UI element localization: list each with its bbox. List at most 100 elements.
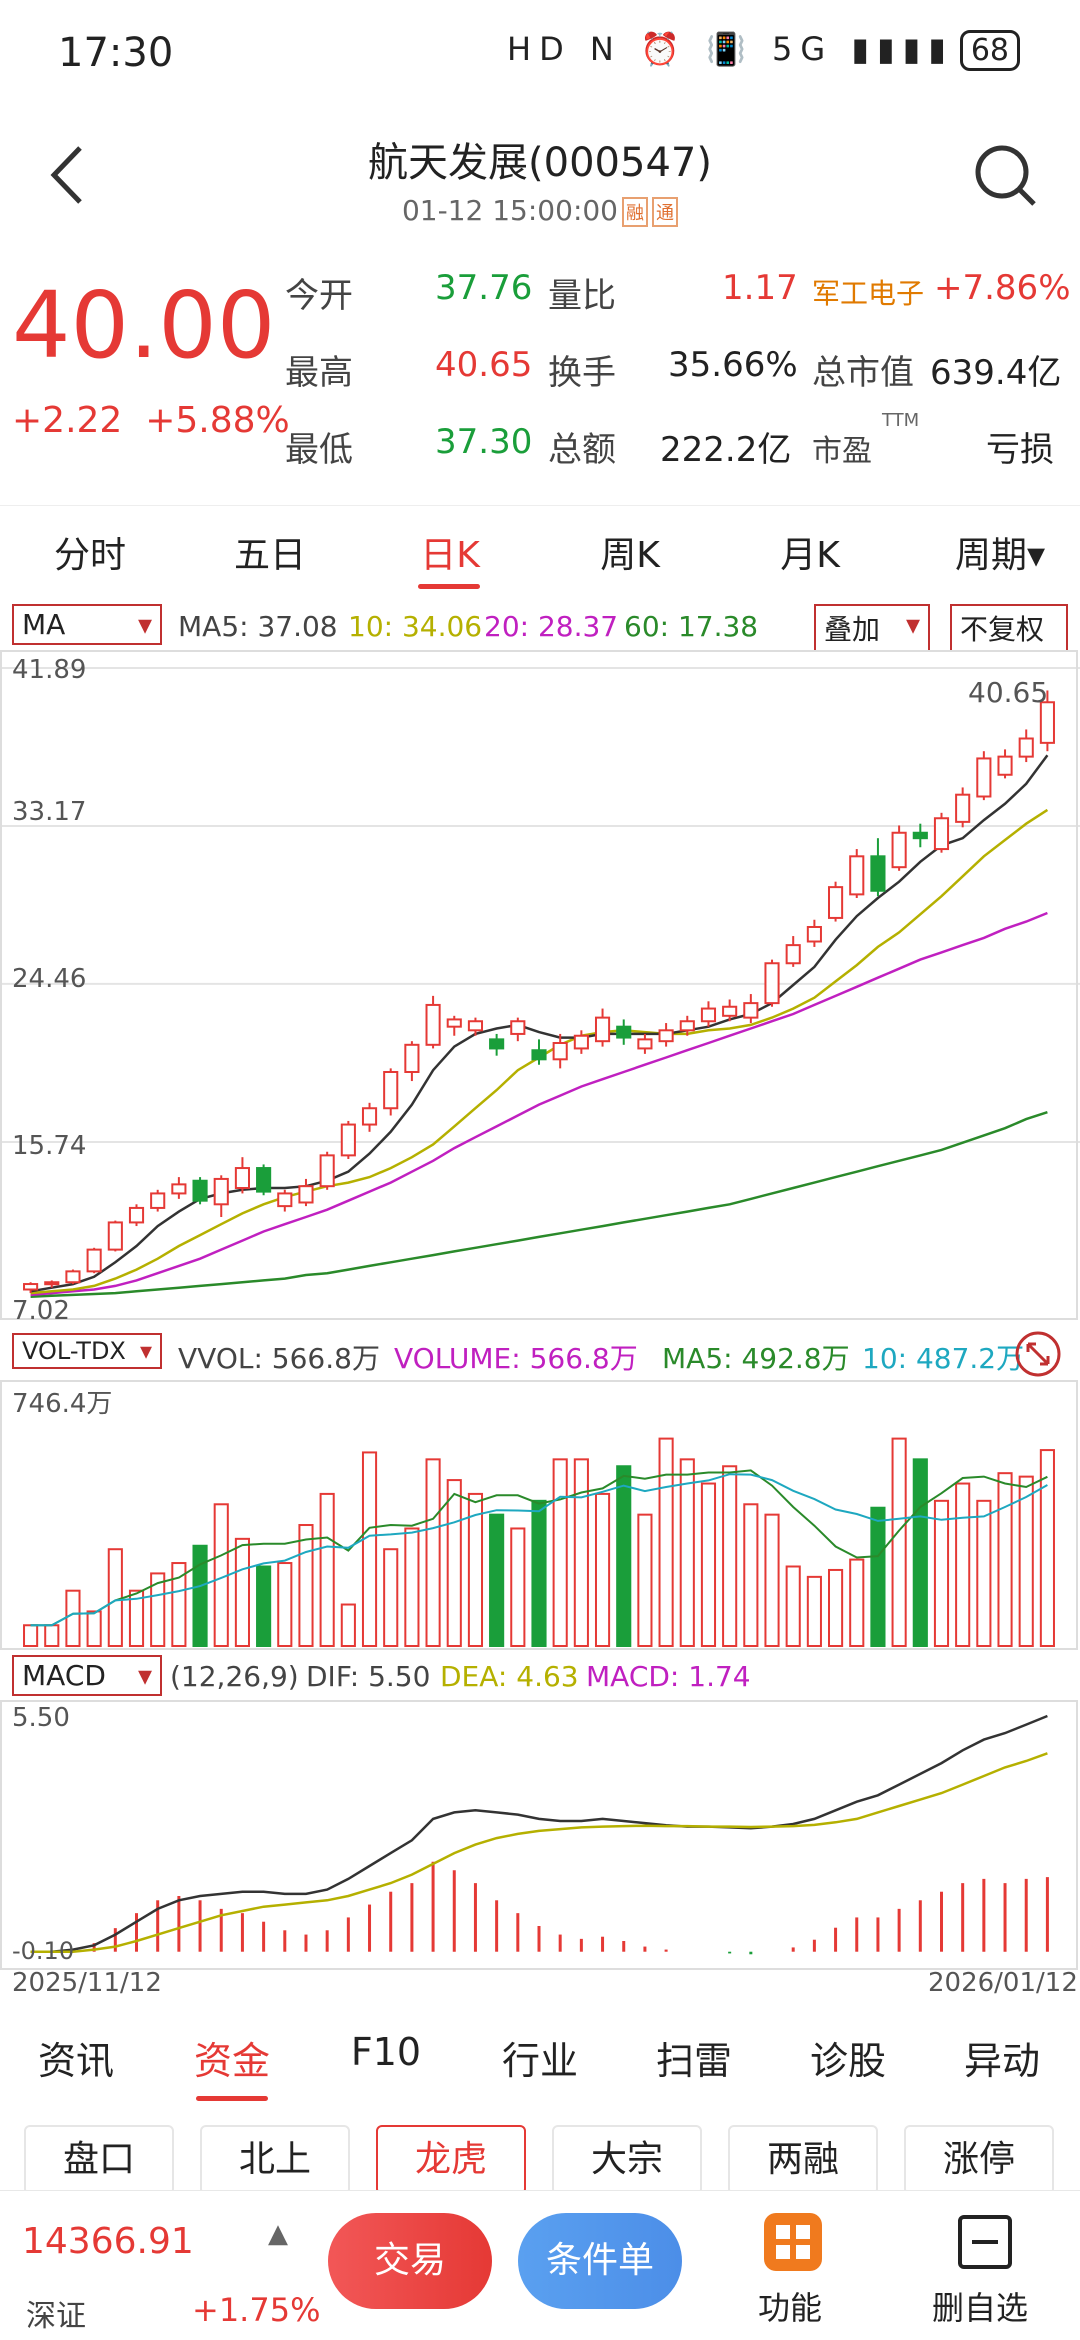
tab-diagnosis[interactable]: 诊股: [809, 2039, 886, 2083]
macd-select-label: MACD: [22, 1659, 106, 1692]
volume-bar: [700, 1482, 717, 1647]
sub-tab-orderbook[interactable]: 盘口: [24, 2125, 174, 2195]
expand-icon[interactable]: [1014, 1330, 1062, 1378]
volume-bar: [65, 1589, 81, 1647]
tab-funds[interactable]: 资金: [193, 2039, 270, 2083]
datetime-text: 01-12 15:00:00: [401, 194, 618, 227]
tab-weekly-k[interactable]: 周K: [600, 535, 660, 576]
sub-tab-margin[interactable]: 两融: [728, 2125, 878, 2195]
margin-tag: 融: [622, 197, 648, 227]
candle-body: [616, 1025, 632, 1039]
sector-name[interactable]: 军工电子: [812, 277, 925, 310]
remove-watchlist-icon[interactable]: [956, 2213, 1014, 2271]
volume-bar: [912, 1458, 928, 1647]
volume-bar: [298, 1524, 314, 1647]
adjust-button[interactable]: 不复权: [950, 604, 1068, 652]
tab-daily-k[interactable]: 日K: [420, 535, 480, 576]
sub-tab-block-trade[interactable]: 大宗: [552, 2125, 702, 2195]
candle-body: [425, 1003, 441, 1046]
vol-ma5-line: [30, 1469, 1048, 1627]
high-label: 最高: [285, 353, 353, 393]
candle-body: [997, 755, 1013, 776]
volume-bar: [785, 1565, 801, 1648]
volume-bar: [1039, 1449, 1055, 1647]
volume-bar: [531, 1499, 547, 1647]
dropdown-icon: ▾: [137, 608, 152, 641]
dropdown-icon: ▾: [137, 1659, 152, 1692]
footer-bar: 14366.91 ▲ 深证 +1.75% 交易 条件单 功能 删自选: [0, 2190, 1080, 2340]
vol-ma5-text: MA5: 492.8万: [662, 1342, 850, 1375]
function-label[interactable]: 功能: [758, 2289, 823, 2327]
sector-pct: +7.86%: [934, 268, 1071, 308]
chart-frame: [0, 650, 1078, 1320]
volume-bar: [425, 1458, 441, 1647]
index-name: 深证: [26, 2299, 86, 2334]
volume-bar: [256, 1565, 272, 1648]
volume-chart[interactable]: [0, 1380, 1080, 1650]
back-icon[interactable]: [40, 140, 100, 210]
candle-body: [340, 1123, 356, 1157]
kline-chart[interactable]: [0, 650, 1080, 1320]
candle-body: [573, 1034, 589, 1050]
low-label: 最低: [285, 430, 353, 470]
overlay-select[interactable]: 叠加 ▾: [814, 604, 930, 652]
remove-watchlist-label[interactable]: 删自选: [932, 2289, 1029, 2327]
candle-body: [552, 1041, 568, 1061]
vol-select[interactable]: VOL-TDX ▾: [12, 1333, 162, 1369]
tab-movement[interactable]: 异动: [963, 2039, 1040, 2083]
y-max-label: 41.89: [12, 655, 87, 685]
quote-panel: 40.00 +2.22 +5.88% 今开 37.76 最高 40.65 最低 …: [0, 250, 1080, 490]
tab-period-menu[interactable]: 周期▾: [954, 535, 1046, 576]
open-value: 37.76: [435, 268, 533, 308]
chart-frame: [0, 1380, 1078, 1650]
volume-bar: [891, 1437, 907, 1647]
y-tick-3: 15.74: [12, 1131, 87, 1161]
sub-tab-limit-up[interactable]: 涨停: [904, 2125, 1054, 2195]
tab-f10[interactable]: F10: [350, 2030, 422, 2074]
trade-button[interactable]: 交易: [328, 2213, 492, 2309]
dropdown-icon: ▾: [905, 608, 920, 641]
macd-select[interactable]: MACD ▾: [12, 1655, 162, 1696]
ma-select[interactable]: MA ▾: [12, 604, 162, 645]
candle-body: [467, 1020, 484, 1032]
volume-bar: [361, 1451, 378, 1648]
candle-body: [171, 1183, 187, 1195]
volume-bar: [340, 1603, 356, 1648]
volume-bar: [849, 1558, 865, 1647]
volume-bar: [44, 1624, 60, 1648]
dea-line: [30, 1752, 1048, 1953]
macd-max-label: 5.50: [12, 1703, 70, 1733]
vol-select-label: VOL-TDX: [22, 1337, 126, 1365]
turnover-value: 35.66%: [668, 345, 798, 385]
volume-bar: [192, 1544, 208, 1647]
volume-bar: [23, 1624, 39, 1648]
tab-news[interactable]: 资讯: [37, 2039, 114, 2083]
candle-body: [1039, 701, 1055, 744]
tab-intraday[interactable]: 分时: [53, 535, 126, 576]
volume-bar: [489, 1513, 505, 1647]
macd-chart[interactable]: [0, 1700, 1080, 1970]
quote-datetime: 01-12 15:00:00 融通: [0, 194, 1080, 227]
search-icon[interactable]: [970, 140, 1040, 210]
candle-body: [764, 962, 780, 1005]
tab-risk-scan[interactable]: 扫雷: [655, 2039, 732, 2083]
volume-bar: [86, 1610, 102, 1647]
volume-bar: [616, 1465, 632, 1647]
candle-body: [679, 1020, 695, 1032]
candle-body: [912, 831, 928, 840]
sub-tab-northbound[interactable]: 北上: [200, 2125, 350, 2195]
tab-monthly-k[interactable]: 月K: [780, 535, 840, 576]
price-change: +2.22 +5.88%: [12, 400, 290, 441]
candle-body: [828, 886, 844, 919]
volume-bar: [637, 1513, 653, 1647]
tab-industry[interactable]: 行业: [501, 2039, 578, 2083]
candle-body: [933, 817, 950, 851]
tab-5day[interactable]: 五日: [233, 535, 306, 576]
mktcap-label: 总市值: [812, 353, 914, 393]
candle-body: [658, 1029, 674, 1043]
candle-body: [404, 1043, 420, 1073]
condition-order-button[interactable]: 条件单: [518, 2213, 682, 2309]
function-icon[interactable]: [764, 2213, 822, 2271]
volume-bar: [743, 1503, 759, 1647]
sub-tab-dragon-tiger[interactable]: 龙虎: [376, 2125, 526, 2195]
